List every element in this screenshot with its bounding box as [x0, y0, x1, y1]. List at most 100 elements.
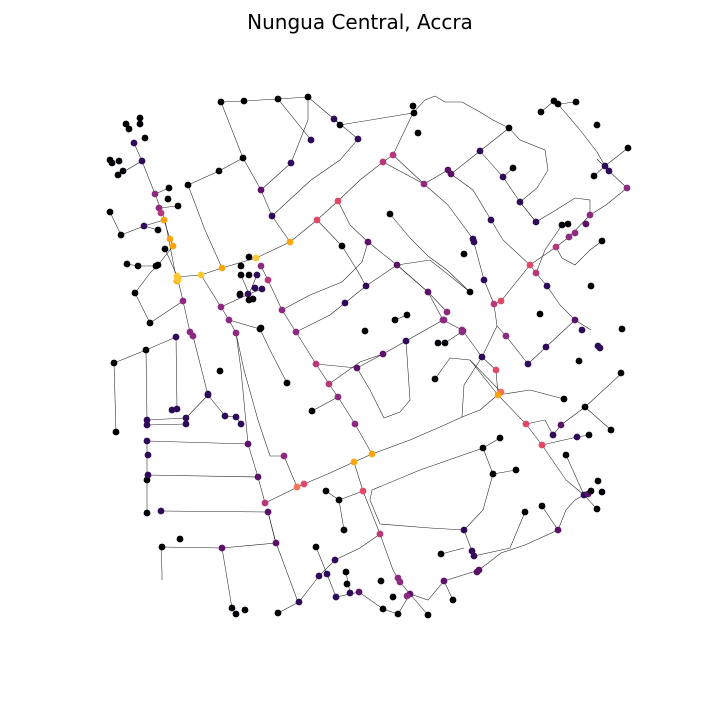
intersection-node[interactable]: [410, 109, 418, 117]
intersection-node[interactable]: [172, 333, 180, 341]
intersection-node[interactable]: [623, 184, 631, 192]
intersection-node[interactable]: [278, 306, 286, 314]
intersection-node[interactable]: [237, 420, 245, 428]
intersection-node[interactable]: [343, 580, 351, 588]
intersection-node[interactable]: [261, 499, 269, 507]
intersection-node[interactable]: [564, 220, 572, 228]
intersection-node[interactable]: [218, 544, 226, 552]
intersection-node[interactable]: [336, 121, 344, 129]
intersection-node[interactable]: [624, 144, 632, 152]
intersection-node[interactable]: [532, 218, 540, 226]
intersection-node[interactable]: [161, 245, 169, 253]
intersection-node[interactable]: [123, 260, 131, 268]
intersection-node[interactable]: [313, 216, 321, 224]
intersection-node[interactable]: [582, 220, 590, 228]
intersection-node[interactable]: [596, 344, 604, 352]
intersection-node[interactable]: [325, 380, 333, 388]
intersection-node[interactable]: [136, 114, 144, 122]
intersection-node[interactable]: [257, 262, 265, 270]
intersection-node[interactable]: [587, 487, 595, 495]
intersection-node[interactable]: [331, 556, 339, 564]
intersection-node[interactable]: [403, 592, 411, 600]
intersection-node[interactable]: [130, 139, 138, 147]
intersection-node[interactable]: [607, 426, 615, 434]
intersection-node[interactable]: [215, 167, 223, 175]
intersection-node[interactable]: [228, 604, 236, 612]
intersection-node[interactable]: [487, 216, 495, 224]
intersection-node[interactable]: [440, 577, 448, 585]
intersection-node[interactable]: [346, 589, 354, 597]
intersection-node[interactable]: [157, 507, 165, 515]
intersection-node[interactable]: [424, 288, 432, 296]
intersection-node[interactable]: [176, 535, 184, 543]
intersection-node[interactable]: [617, 369, 625, 377]
intersection-node[interactable]: [512, 466, 520, 474]
intersection-node[interactable]: [594, 477, 602, 485]
intersection-node[interactable]: [359, 487, 367, 495]
intersection-node[interactable]: [292, 328, 300, 336]
intersection-node[interactable]: [112, 428, 120, 436]
intersection-node[interactable]: [379, 350, 387, 358]
intersection-node[interactable]: [394, 574, 402, 582]
intersection-node[interactable]: [252, 254, 260, 262]
intersection-node[interactable]: [377, 577, 385, 585]
intersection-node[interactable]: [586, 211, 594, 219]
intersection-node[interactable]: [106, 208, 114, 216]
intersection-node[interactable]: [598, 488, 606, 496]
intersection-node[interactable]: [138, 157, 146, 165]
intersection-node[interactable]: [274, 95, 282, 103]
intersection-node[interactable]: [338, 242, 346, 250]
intersection-node[interactable]: [389, 151, 397, 159]
intersection-node[interactable]: [241, 606, 249, 614]
intersection-node[interactable]: [114, 171, 122, 179]
intersection-node[interactable]: [502, 332, 510, 340]
intersection-node[interactable]: [174, 276, 182, 284]
intersection-node[interactable]: [184, 181, 192, 189]
intersection-node[interactable]: [557, 421, 565, 429]
intersection-node[interactable]: [460, 526, 468, 534]
intersection-node[interactable]: [389, 593, 397, 601]
intersection-node[interactable]: [315, 572, 323, 580]
intersection-node[interactable]: [353, 364, 361, 372]
intersection-node[interactable]: [601, 162, 609, 170]
intersection-node[interactable]: [437, 550, 445, 558]
intersection-node[interactable]: [245, 271, 253, 279]
intersection-node[interactable]: [174, 202, 182, 210]
intersection-node[interactable]: [598, 237, 606, 245]
intersection-node[interactable]: [441, 339, 449, 347]
intersection-node[interactable]: [245, 253, 253, 261]
intersection-node[interactable]: [431, 375, 439, 383]
intersection-node[interactable]: [286, 238, 294, 246]
intersection-node[interactable]: [549, 431, 557, 439]
intersection-node[interactable]: [136, 120, 144, 128]
intersection-node[interactable]: [522, 420, 530, 428]
intersection-node[interactable]: [449, 596, 457, 604]
intersection-node[interactable]: [232, 610, 240, 618]
intersection-node[interactable]: [143, 421, 151, 429]
intersection-node[interactable]: [526, 261, 534, 269]
intersection-node[interactable]: [264, 276, 272, 284]
intersection-node[interactable]: [424, 611, 432, 619]
intersection-node[interactable]: [221, 412, 229, 420]
intersection-node[interactable]: [125, 125, 133, 133]
intersection-node[interactable]: [322, 487, 330, 495]
intersection-node[interactable]: [379, 605, 387, 613]
intersection-node[interactable]: [521, 508, 529, 516]
intersection-node[interactable]: [480, 276, 488, 284]
intersection-node[interactable]: [142, 346, 150, 354]
intersection-node[interactable]: [257, 186, 265, 194]
intersection-node[interactable]: [490, 300, 498, 308]
intersection-node[interactable]: [169, 242, 177, 250]
intersection-node[interactable]: [538, 502, 546, 510]
intersection-node[interactable]: [538, 441, 546, 449]
intersection-node[interactable]: [268, 212, 276, 220]
intersection-node[interactable]: [334, 393, 342, 401]
intersection-node[interactable]: [253, 271, 261, 279]
intersection-node[interactable]: [140, 222, 148, 230]
intersection-node[interactable]: [323, 570, 331, 578]
intersection-node[interactable]: [115, 157, 123, 165]
intersection-node[interactable]: [160, 216, 168, 224]
intersection-node[interactable]: [108, 159, 116, 167]
intersection-node[interactable]: [516, 198, 524, 206]
intersection-node[interactable]: [122, 120, 130, 128]
